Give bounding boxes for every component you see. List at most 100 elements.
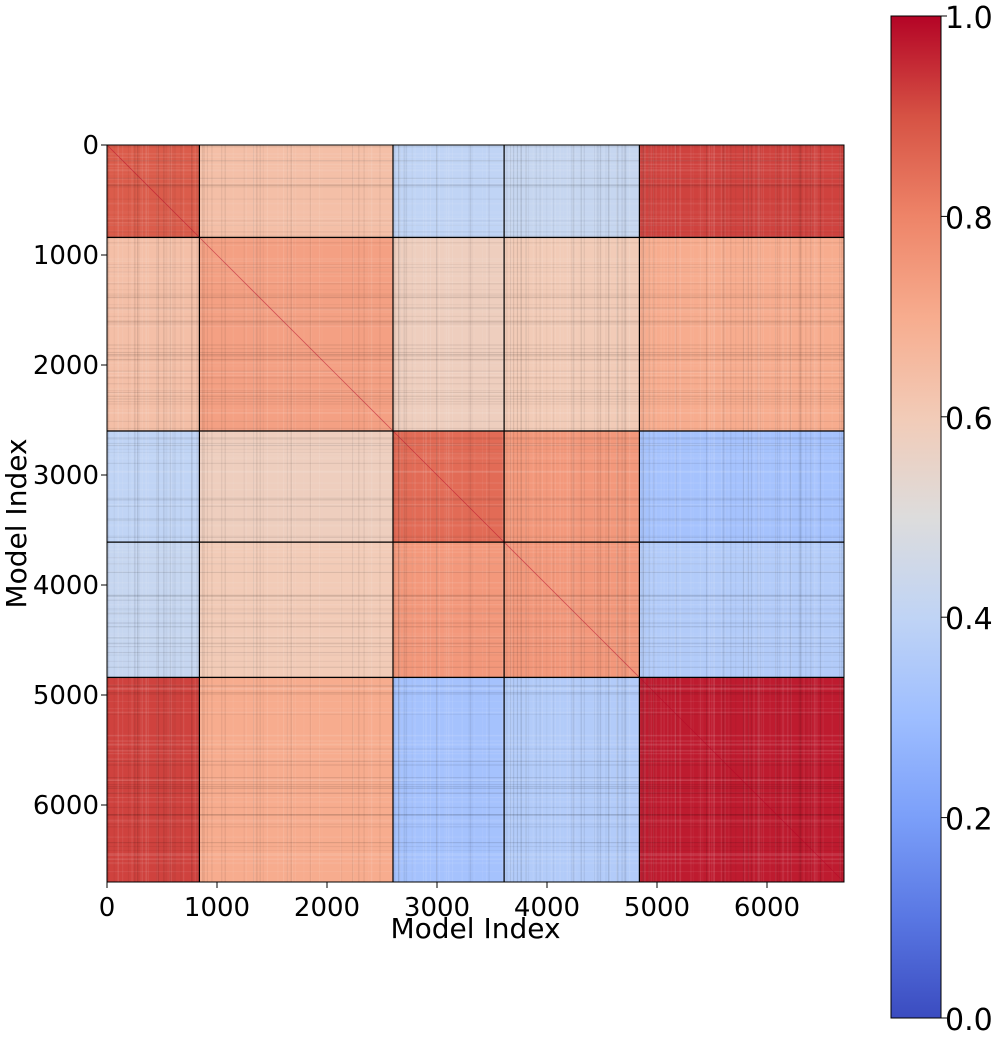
- stripe-vertical: [599, 145, 602, 882]
- stripe-vertical: [157, 145, 160, 882]
- stripe-vertical: [211, 145, 213, 882]
- stripe-vertical: [224, 145, 226, 882]
- stripe-vertical: [670, 145, 672, 882]
- stripe-horizontal: [107, 596, 844, 599]
- stripe-horizontal: [107, 821, 844, 823]
- stripe-horizontal: [107, 170, 844, 172]
- stripe-vertical: [447, 145, 450, 882]
- stripe-horizontal: [107, 713, 844, 715]
- stripe-horizontal: [107, 708, 844, 710]
- stripe-vertical: [819, 145, 822, 882]
- stripe-vertical: [679, 145, 682, 882]
- stripe-vertical: [580, 145, 582, 882]
- stripe-horizontal: [107, 398, 844, 400]
- stripe-vertical: [468, 145, 470, 882]
- stripe-vertical: [286, 145, 289, 882]
- stripe-vertical: [642, 145, 644, 882]
- stripe-vertical: [486, 145, 488, 882]
- stripe-horizontal: [107, 264, 844, 266]
- stripe-horizontal: [107, 520, 844, 522]
- stripe-vertical: [708, 145, 710, 882]
- stripe-vertical: [660, 145, 662, 882]
- stripe-horizontal: [107, 359, 844, 361]
- colorbar-tick-label: 0.6: [945, 402, 993, 437]
- stripe-horizontal: [107, 792, 844, 793]
- stripe-horizontal: [107, 622, 844, 624]
- stripe-vertical: [711, 145, 713, 882]
- stripe-horizontal: [107, 235, 844, 237]
- stripe-horizontal: [107, 537, 844, 539]
- stripe-horizontal: [107, 258, 844, 260]
- stripe-horizontal: [107, 323, 844, 325]
- stripe-vertical: [559, 145, 561, 882]
- stripe-horizontal: [107, 230, 844, 232]
- stripe-vertical: [582, 145, 584, 882]
- stripe-vertical: [779, 145, 781, 882]
- stripe-horizontal: [107, 371, 844, 373]
- x-axis-label: Model Index: [390, 912, 560, 945]
- stripe-vertical: [167, 145, 168, 882]
- stripe-horizontal: [107, 780, 844, 783]
- stripe-horizontal: [107, 814, 844, 816]
- stripe-vertical: [481, 145, 484, 882]
- stripe-vertical: [566, 145, 569, 882]
- stripe-vertical: [550, 145, 552, 882]
- stripe-horizontal: [107, 429, 844, 431]
- heatmap-block-4-2: [393, 677, 505, 882]
- stripe-horizontal: [107, 166, 844, 169]
- stripe-horizontal: [107, 344, 844, 346]
- stripe-vertical: [608, 145, 610, 882]
- stripe-horizontal: [107, 496, 844, 498]
- stripe-vertical: [448, 145, 451, 882]
- stripe-vertical: [679, 145, 681, 882]
- stripe-vertical: [750, 145, 753, 882]
- stripe-horizontal: [107, 420, 844, 422]
- stripe-horizontal: [107, 612, 844, 614]
- stripe-vertical: [730, 145, 732, 882]
- stripe-horizontal: [107, 749, 844, 752]
- stripe-horizontal: [107, 536, 844, 539]
- stripe-horizontal: [107, 275, 844, 277]
- stripe-vertical: [436, 145, 438, 882]
- stripe-horizontal: [107, 503, 844, 506]
- stripe-horizontal: [107, 449, 844, 450]
- stripe-vertical: [607, 145, 610, 882]
- stripe-horizontal: [107, 777, 844, 779]
- stripe-horizontal: [107, 184, 844, 186]
- stripe-vertical: [747, 145, 749, 882]
- stripe-vertical: [674, 145, 677, 882]
- stripe-vertical: [469, 145, 472, 882]
- stripe-vertical: [663, 145, 665, 882]
- stripe-vertical: [744, 145, 747, 882]
- y-tick-label: 3000: [33, 461, 99, 491]
- stripe-vertical: [395, 145, 396, 882]
- stripe-horizontal: [107, 826, 844, 828]
- stripe-horizontal: [107, 633, 844, 634]
- stripe-vertical: [114, 145, 115, 882]
- stripe-horizontal: [107, 604, 844, 606]
- stripe-vertical: [405, 145, 406, 882]
- stripe-horizontal: [107, 374, 844, 376]
- stripe-horizontal: [107, 599, 844, 601]
- diagonal-segment: [392, 430, 505, 543]
- stripe-vertical: [724, 145, 726, 882]
- stripe-horizontal: [107, 438, 844, 440]
- stripe-vertical: [809, 145, 812, 882]
- heatmap-block-2-4: [639, 431, 844, 543]
- stripe-horizontal: [107, 735, 844, 737]
- stripe-horizontal: [107, 787, 844, 790]
- stripe-vertical: [653, 145, 655, 882]
- x-tick-label: 1000: [184, 893, 250, 923]
- stripe-horizontal: [107, 359, 844, 360]
- stripe-horizontal: [107, 505, 844, 507]
- stripe-horizontal: [107, 786, 844, 788]
- stripe-vertical: [429, 145, 432, 882]
- stripe-vertical: [444, 145, 445, 882]
- x-tick-label: 5000: [624, 893, 690, 923]
- stripe-vertical: [572, 145, 574, 882]
- stripe-vertical: [831, 145, 833, 882]
- stripe-horizontal: [107, 609, 844, 610]
- stripe-horizontal: [107, 688, 844, 691]
- stripe-vertical: [603, 145, 605, 882]
- stripe-vertical: [774, 145, 777, 882]
